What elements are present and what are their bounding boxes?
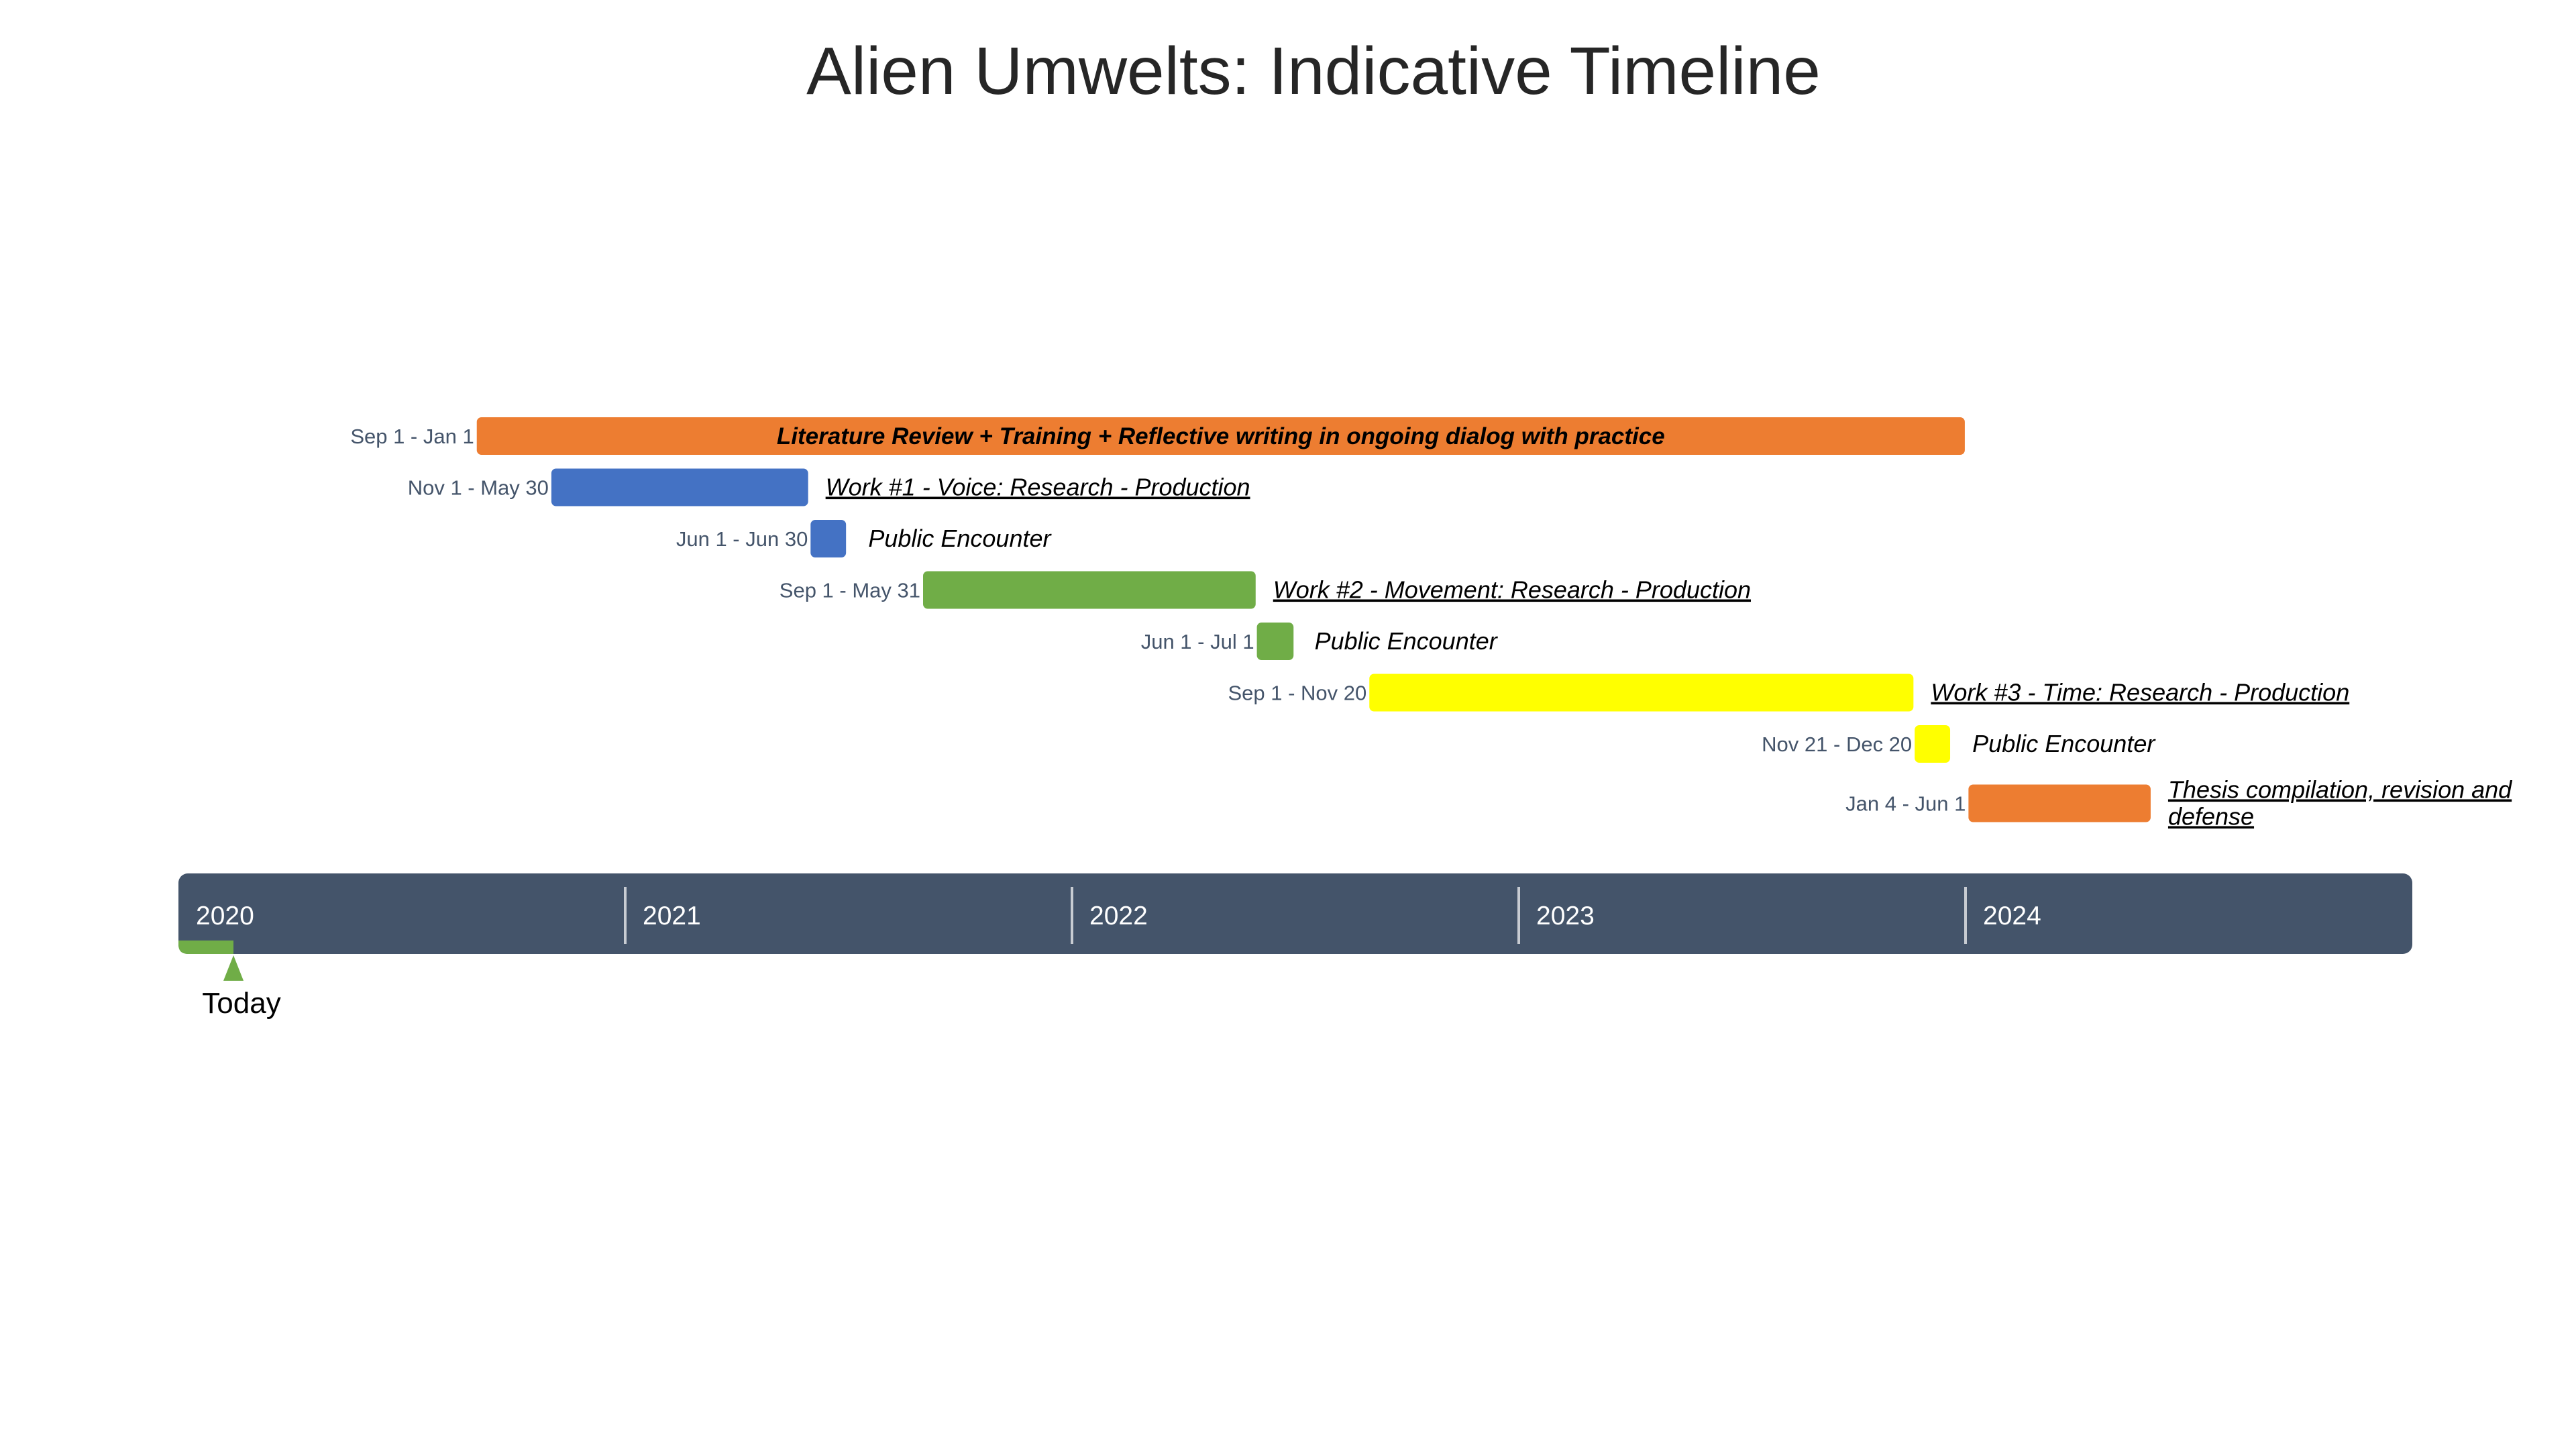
task-bar (1915, 725, 1951, 763)
task-label: Public Encounter (868, 525, 1052, 552)
task-row: Jun 1 - Jul 1 Public Encounter (1141, 623, 1499, 660)
task-row: Sep 1 - May 31 Work #2 - Movement: Resear… (780, 571, 1751, 609)
task-label: Work #2 - Movement: Research - Productio… (1273, 576, 1751, 604)
task-label: Public Encounter (1315, 627, 1499, 655)
task-bar (810, 520, 847, 557)
today-label: Today (202, 987, 280, 1020)
task-label: Work #3 - Time: Research - Production (1931, 679, 2349, 706)
task-date-range: Sep 1 - Jan 1 (350, 425, 474, 448)
task-bar (1256, 623, 1294, 660)
task-row: Jan 4 - Jun 1 Thesis compilation, revisio… (1845, 776, 2512, 830)
timeline-axis-band (178, 873, 2412, 954)
today-progress-bar (178, 941, 234, 954)
task-label: Literature Review + Training + Reflectiv… (777, 423, 1665, 449)
timeline-axis: 2020 2021 2022 2023 2024 Today (178, 873, 2412, 1020)
task-bars: Sep 1 - Jan 1 Literature Review + Trainin… (350, 417, 2512, 830)
task-date-range: Nov 21 - Dec 20 (1762, 733, 1912, 756)
today-marker-icon (223, 955, 244, 981)
year-label: 2023 (1536, 902, 1595, 930)
task-date-range: Jun 1 - Jun 30 (676, 527, 808, 551)
task-row: Nov 21 - Dec 20 Public Encounter (1762, 725, 2156, 763)
task-label: Work #1 - Voice: Research - Production (826, 474, 1250, 501)
task-date-range: Jan 4 - Jun 1 (1845, 792, 1966, 816)
task-bar (551, 468, 808, 506)
task-date-range: Sep 1 - May 31 (780, 579, 920, 602)
task-label: defense (2168, 803, 2254, 830)
task-row: Sep 1 - Jan 1 Literature Review + Trainin… (350, 417, 1965, 455)
task-bar (923, 571, 1256, 609)
task-bar (476, 417, 1965, 455)
task-bar (1369, 674, 1914, 712)
task-label: Public Encounter (1972, 730, 2156, 757)
year-label: 2022 (1089, 902, 1148, 930)
task-row: Nov 1 - May 30 Work #1 - Voice: Research … (408, 468, 1250, 506)
task-label: Thesis compilation, revision and (2168, 776, 2512, 804)
task-date-range: Jun 1 - Jul 1 (1141, 630, 1254, 653)
year-label: 2021 (643, 902, 701, 930)
task-date-range: Nov 1 - May 30 (408, 476, 549, 500)
chart-title: Alien Umwelts: Indicative Timeline (806, 34, 1821, 109)
year-label: 2024 (1983, 902, 2041, 930)
task-row: Jun 1 - Jun 30 Public Encounter (676, 520, 1052, 557)
task-date-range: Sep 1 - Nov 20 (1228, 682, 1366, 705)
year-label: 2020 (196, 902, 254, 930)
task-row: Sep 1 - Nov 20 Work #3 - Time: Research -… (1228, 674, 2349, 712)
task-bar (1968, 784, 2151, 822)
